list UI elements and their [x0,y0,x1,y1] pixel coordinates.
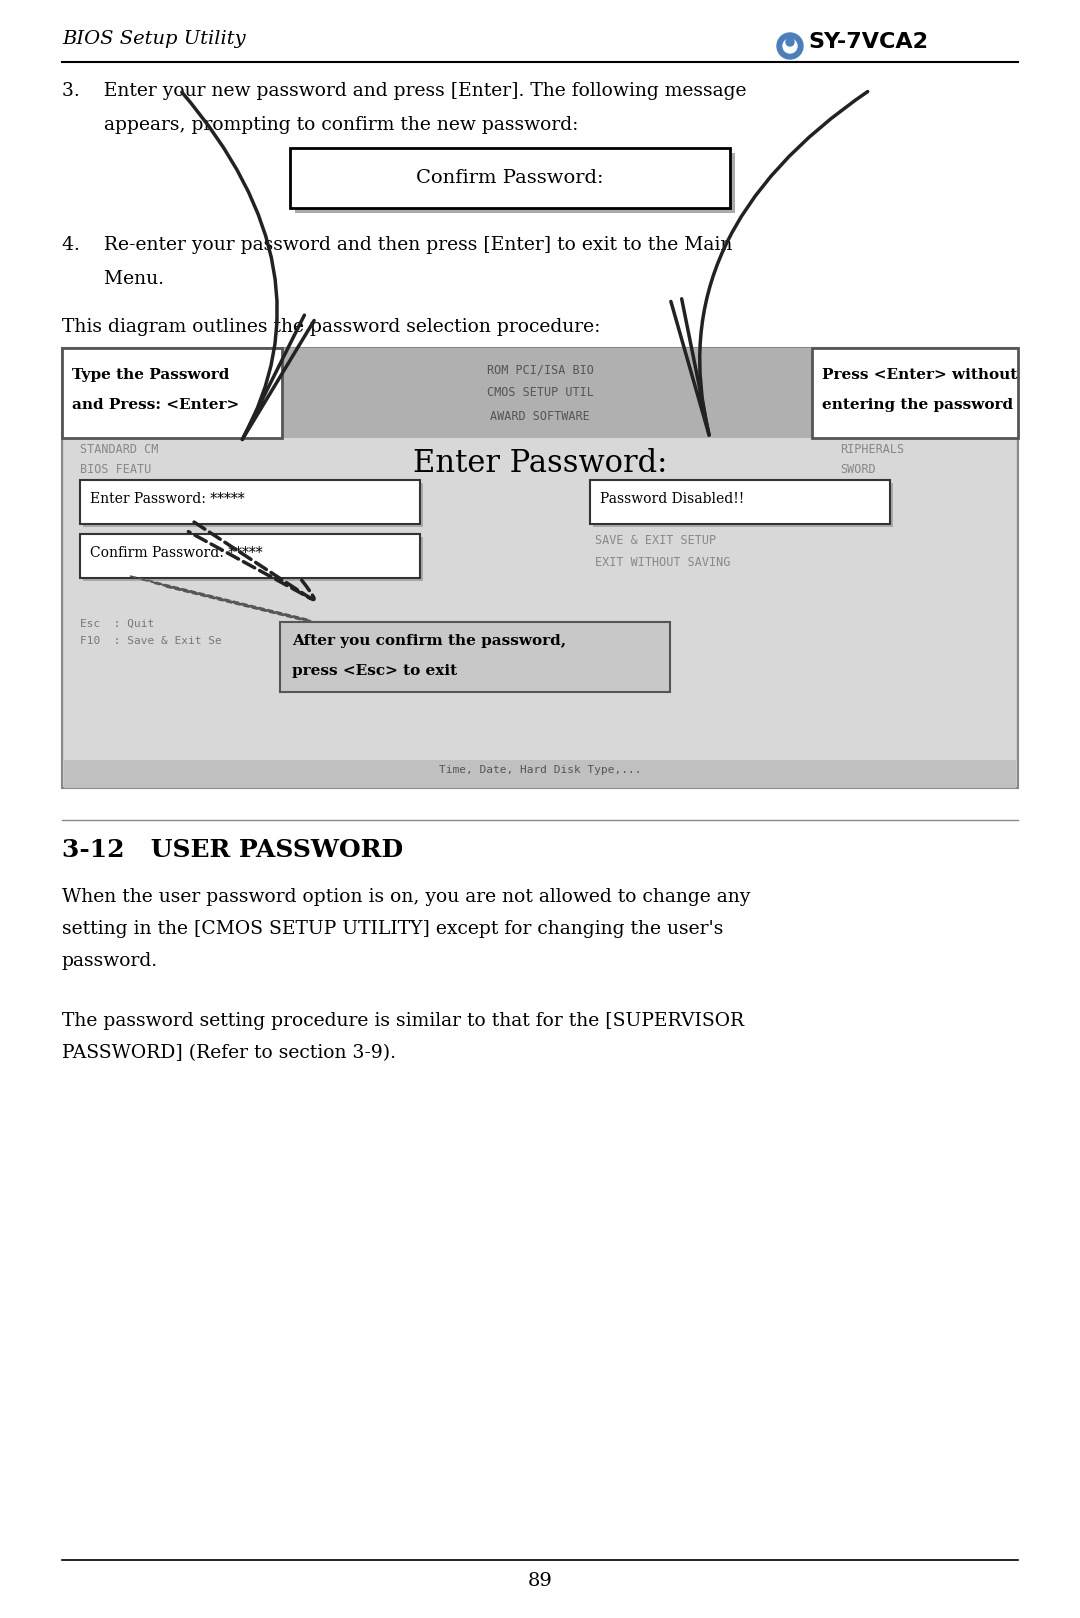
Bar [64,613,1016,654]
Text: The password setting procedure is similar to that for the [SUPERVISOR: The password setting procedure is simila… [62,1011,744,1031]
Text: 89: 89 [527,1573,553,1590]
Circle shape [786,37,794,45]
Text: Confirm Password: *****: Confirm Password: ***** [90,545,262,560]
Bar [62,348,1018,788]
Text: When the user password option is on, you are not allowed to change any: When the user password option is on, you… [62,888,751,906]
Text: Press <Enter> without: Press <Enter> without [822,367,1017,382]
Text: RIPHERALS: RIPHERALS [840,443,904,456]
Text: Confirm Password:: Confirm Password: [416,168,604,188]
Text: 3.    Enter your new password and press [Enter]. The following message: 3. Enter your new password and press [En… [62,83,746,100]
Text: AWARD SOFTWARE: AWARD SOFTWARE [490,409,590,422]
Text: This diagram outlines the password selection procedure:: This diagram outlines the password selec… [62,319,600,337]
Circle shape [783,39,797,53]
Text: F10  : Save & Exit Se: F10 : Save & Exit Se [80,636,221,646]
Text: Enter Password: *****: Enter Password: ***** [90,492,245,506]
Text: Type the Password: Type the Password [72,367,229,382]
Bar [62,348,282,438]
Text: After you confirm the password,: After you confirm the password, [292,634,566,647]
Text: entering the password: entering the password [822,398,1013,413]
Text: 3-12   USER PASSWORD: 3-12 USER PASSWORD [62,838,403,862]
Text: password.: password. [62,951,158,971]
Bar [83,537,423,581]
Text: SWORD: SWORD [840,463,876,476]
Text: setting in the [CMOS SETUP UTILITY] except for changing the user's: setting in the [CMOS SETUP UTILITY] exce… [62,921,724,938]
Text: and Press: <Enter>: and Press: <Enter> [72,398,240,413]
Bar [80,481,420,524]
Text: PASSWORD] (Refer to section 3-9).: PASSWORD] (Refer to section 3-9). [62,1044,396,1061]
Bar [590,481,890,524]
Text: Esc  : Quit: Esc : Quit [80,620,154,629]
Bar [593,484,893,527]
Text: STANDARD CM: STANDARD CM [80,443,159,456]
Text: SY-7VCA2: SY-7VCA2 [808,32,928,52]
Text: CMOS SETUP UTIL: CMOS SETUP UTIL [487,387,593,400]
Bar [812,348,1018,438]
Text: EXIT WITHOUT SAVING: EXIT WITHOUT SAVING [595,557,730,570]
Text: press <Esc> to exit: press <Esc> to exit [292,663,457,678]
Bar [280,621,670,693]
Text: ROM PCI/ISA BIO: ROM PCI/ISA BIO [487,362,593,375]
Bar [64,760,1016,788]
Text: Password Disabled!!: Password Disabled!! [600,492,744,506]
Text: Enter Password:: Enter Password: [413,448,667,479]
Circle shape [777,32,804,58]
Bar [80,534,420,578]
Text: BIOS Setup Utility: BIOS Setup Utility [62,31,245,49]
Text: Time, Date, Hard Disk Type,...: Time, Date, Hard Disk Type,... [438,765,642,775]
Bar [291,147,730,209]
Bar [83,484,423,527]
Bar [64,349,1016,786]
Text: appears, prompting to confirm the new password:: appears, prompting to confirm the new pa… [62,116,579,134]
Text: SAVE & EXIT SETUP: SAVE & EXIT SETUP [595,534,716,547]
Bar [64,348,1016,438]
Bar [295,154,735,214]
Text: 4.    Re-enter your password and then press [Enter] to exit to the Main: 4. Re-enter your password and then press… [62,236,732,254]
Text: BIOS FEATU: BIOS FEATU [80,463,151,476]
Text: Menu.: Menu. [62,270,164,288]
